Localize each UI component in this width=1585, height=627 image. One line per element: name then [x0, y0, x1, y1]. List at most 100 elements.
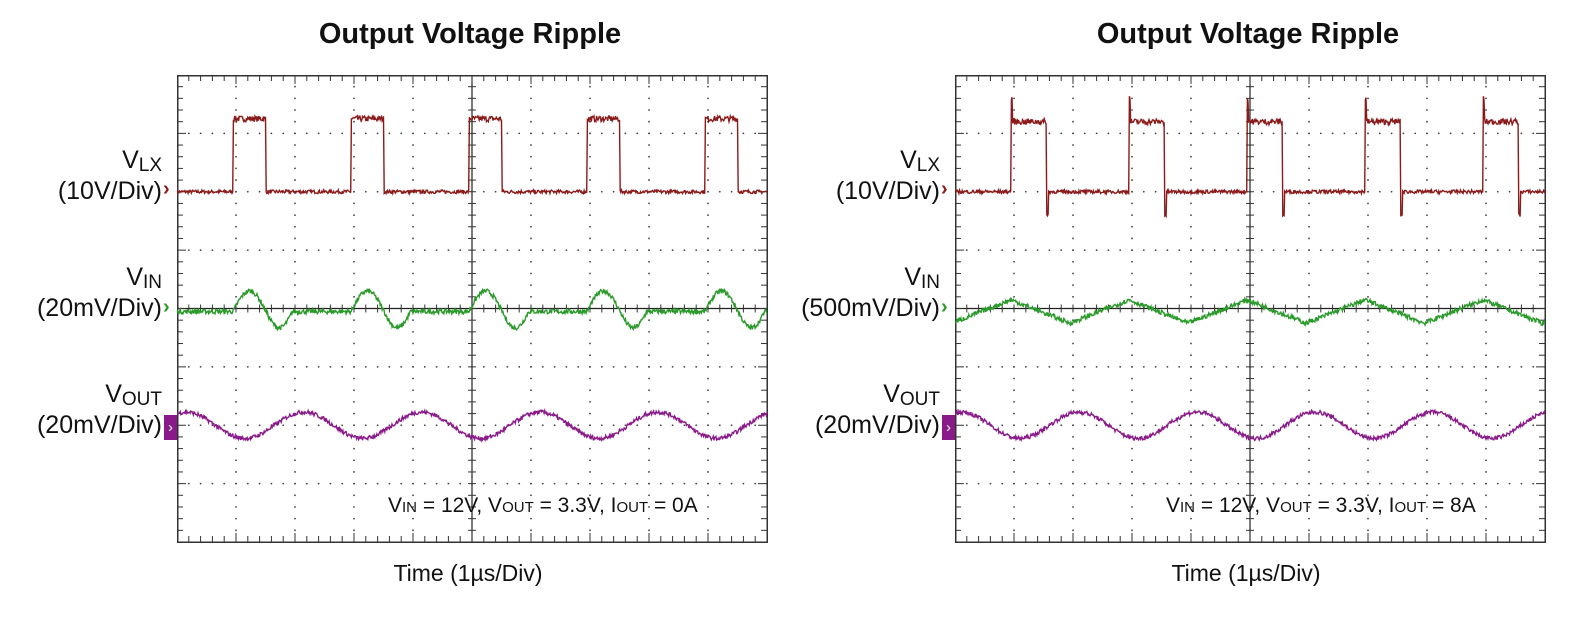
- grid-dot: [1426, 260, 1428, 263]
- grid-dot: [648, 272, 650, 275]
- grid-dot: [341, 249, 344, 252]
- grid-dot: [1485, 97, 1487, 100]
- grid-dot: [435, 482, 438, 485]
- grid-dot: [211, 249, 214, 252]
- grid-dot: [1308, 424, 1310, 427]
- grid-dot: [1473, 132, 1476, 135]
- grid-dot: [707, 342, 709, 345]
- grid-dot: [187, 132, 190, 135]
- grid-dot: [482, 365, 485, 368]
- grid-dot: [1013, 237, 1015, 240]
- grid-dot: [624, 365, 627, 368]
- grid-dot: [1308, 249, 1310, 252]
- grid-dot: [1485, 249, 1487, 252]
- grid-dot: [1072, 482, 1074, 485]
- grid-dot: [659, 424, 662, 427]
- grid-dot: [1390, 424, 1393, 427]
- grid-dot: [1308, 377, 1310, 380]
- grid-dot: [482, 249, 485, 252]
- grid-dot: [530, 155, 532, 158]
- grid-dot: [1142, 424, 1145, 427]
- grid-dot: [400, 249, 403, 252]
- grid-dot: [530, 284, 532, 287]
- grid-dot: [518, 482, 521, 485]
- grid-dot: [1190, 109, 1192, 111]
- grid-dot: [530, 237, 532, 240]
- grid-dot: [1154, 249, 1157, 252]
- grid-dot: [1013, 179, 1015, 181]
- grid-dot: [235, 459, 237, 462]
- grid-dot: [648, 529, 650, 532]
- grid-dot: [518, 249, 521, 252]
- grid-dot: [1237, 482, 1240, 485]
- grid-dot: [1367, 494, 1369, 497]
- grid-dot: [1131, 494, 1133, 497]
- grid-dot: [1367, 354, 1369, 357]
- grid-dot: [730, 365, 733, 368]
- grid-dot: [1485, 330, 1487, 333]
- grid-dot: [1508, 249, 1511, 252]
- grid-dot: [294, 354, 296, 357]
- grid-dot: [1013, 225, 1015, 228]
- grid-dot: [671, 365, 674, 368]
- grid-dot: [447, 365, 450, 368]
- grid-dot: [353, 120, 355, 123]
- grid-dot: [1390, 249, 1393, 252]
- grid-dot: [1367, 97, 1369, 100]
- grid-dot: [1225, 132, 1228, 135]
- grid-dot: [1036, 132, 1039, 135]
- grid-dot: [235, 401, 237, 403]
- grid-dot: [1308, 272, 1310, 275]
- grid-dot: [600, 132, 603, 135]
- grid-dot: [530, 354, 532, 357]
- grid-dot: [589, 517, 591, 520]
- grid-dot: [1013, 155, 1015, 158]
- grid-dot: [1095, 365, 1098, 368]
- grid-dot: [1414, 424, 1417, 427]
- grid-dot: [1119, 482, 1122, 485]
- grid-dot: [235, 144, 237, 146]
- grid-dot: [1013, 260, 1015, 263]
- grid-dot: [742, 365, 745, 368]
- grid-dot: [648, 354, 650, 357]
- grid-dot: [1107, 365, 1110, 368]
- grid-dot: [1131, 214, 1133, 217]
- grid-dot: [1131, 295, 1133, 298]
- grid-dot: [589, 214, 591, 217]
- grid-dot: [1532, 249, 1535, 252]
- grid-dot: [707, 517, 709, 520]
- grid-dot: [235, 249, 237, 252]
- grid-dot: [1343, 365, 1346, 368]
- grid-dot: [1485, 471, 1487, 473]
- grid-dot: [282, 249, 285, 252]
- grid-dot: [1461, 365, 1464, 368]
- grid-dot: [624, 424, 627, 427]
- grid-dot: [683, 424, 686, 427]
- grid-dot: [1355, 132, 1358, 135]
- grid-dot: [695, 132, 698, 135]
- grid-dot: [1260, 190, 1263, 193]
- grid-dot: [518, 132, 521, 135]
- grid-dot: [707, 132, 709, 135]
- grid-dot: [530, 319, 532, 322]
- grid-dot: [1072, 506, 1074, 508]
- grid-dot: [648, 459, 650, 462]
- grid-dot: [1095, 132, 1098, 135]
- grid-dot: [235, 506, 237, 508]
- grid-dot: [1485, 132, 1487, 135]
- grid-dot: [1201, 424, 1204, 427]
- trace-vin: [955, 296, 1546, 328]
- grid-dot: [742, 482, 745, 485]
- grid-dot: [412, 155, 414, 158]
- grid-dot: [565, 482, 568, 485]
- grid-dot: [636, 132, 639, 135]
- grid-dot: [1485, 202, 1487, 205]
- grid-dot: [412, 436, 414, 438]
- grid-dot: [1532, 132, 1535, 135]
- x-axis-label: Time (1µs/Div): [1171, 560, 1321, 586]
- grid-dot: [317, 482, 320, 485]
- grid-dot: [1308, 155, 1310, 158]
- grid-dot: [1190, 155, 1192, 158]
- grid-dot: [1426, 120, 1428, 123]
- grid-dot: [1485, 494, 1487, 497]
